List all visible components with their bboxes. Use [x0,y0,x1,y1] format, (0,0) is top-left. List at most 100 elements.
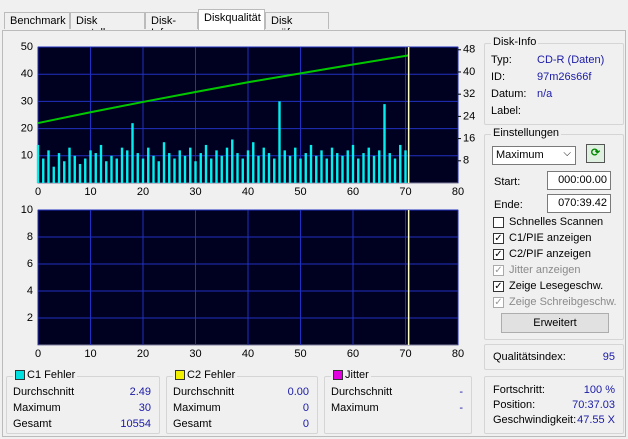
c1-bar [199,153,202,183]
stat-label: Maximum [331,402,379,414]
stat-label: Durchschnitt [13,386,75,398]
progress-value: 47.55 X [577,414,615,426]
y-tick-label: 2 [27,312,33,324]
c1-bar [189,147,192,183]
c1-bar [173,158,176,183]
c1-bar [204,144,208,183]
start-input[interactable]: 000:00.00 [547,171,611,190]
c1-bar [147,147,150,183]
x-tick-label: 70 [399,186,411,198]
info-value: n/a [537,88,553,100]
group-title: Jitter [331,369,371,381]
x-tick-label: 30 [189,186,201,198]
c1-bar [367,147,370,183]
c1-bar [78,163,82,183]
y2-tick-label: 8 [463,155,469,167]
y-tick-label: 10 [21,150,33,162]
quality-box: Qualitätsindex: 95 [484,344,624,370]
checkbox[interactable]: ✓ [493,281,504,292]
tab[interactable]: Disk prüfen [265,12,329,39]
group-title-text: C1 Fehler [27,369,76,381]
stat-value: - [459,402,463,414]
c1-bar [68,147,71,183]
y-tick-label: 6 [27,258,33,270]
c1-bar [89,150,92,183]
c1-bar [325,158,328,183]
c1-bar [115,158,118,183]
progress-label: Position: [493,399,536,411]
tab[interactable]: Disk erstellen [70,12,145,39]
c1-bar [388,153,391,183]
group-title: C2 Fehler [173,369,238,381]
c1-bar [399,144,402,183]
checkbox[interactable]: ✓ [493,233,504,244]
checkbox-label: Zeige Lesegeschw. [509,280,604,292]
info-label: Typ: [491,54,512,66]
advanced-button[interactable]: Erweitert [501,313,609,333]
c1-bar [362,153,365,183]
x-tick-label: 0 [35,186,41,198]
c1-bar [304,153,307,183]
c1-bar [246,150,250,183]
x-tick-label: 70 [399,348,411,360]
x-tick-label: 10 [84,348,96,360]
c1-bar [110,155,113,183]
checkbox-label: Jitter anzeigen [509,264,581,276]
c1-bar [315,155,318,183]
checkbox[interactable] [493,217,504,228]
c1-bar [63,161,66,183]
y2-tick-label: 24 [463,110,475,122]
c1-bar [231,139,234,183]
tab[interactable]: Diskqualität [198,9,265,30]
stats-group: C2 Fehler Durchschnitt 0.00 Maximum 0 Gesamt 0 [166,369,318,434]
x-tick-label: 40 [242,348,254,360]
stat-label: Gesamt [173,418,212,430]
progress-value: 70:37.03 [572,399,615,411]
x-tick-label: 20 [137,348,149,360]
c1-bar [262,147,265,183]
c1-bar [47,150,50,183]
c1-bar [57,153,61,183]
tab[interactable]: Benchmark [4,12,70,29]
c1-bar [84,158,87,183]
c1-bar [267,153,271,183]
tab[interactable]: Disk-Info [145,12,198,39]
progress-label: Geschwindigkeit: [493,414,577,426]
y-tick-label: 50 [21,41,33,53]
c1-bar [194,161,197,183]
c1-bar [94,153,97,183]
c1-bar [225,147,229,183]
x-tick-label: 40 [242,186,254,198]
dropdown-arrow: ⌵ [563,148,571,159]
legend-swatch [175,370,185,380]
legend-swatch [15,370,25,380]
x-tick-label: 30 [189,348,201,360]
info-label: ID: [491,71,506,83]
stat-value: 30 [138,402,151,414]
c1-bar [341,155,344,183]
c1-bar [241,158,244,183]
checkbox[interactable]: ✓ [493,249,504,260]
c1-bar [357,158,360,183]
c1-bar [294,147,297,183]
info-value: 97m26s66f [537,71,592,83]
checkbox-label: C2/PIF anzeigen [509,248,591,260]
x-tick-label: 60 [347,348,359,360]
x-tick-label: 50 [294,348,306,360]
legend-swatch [333,370,343,380]
c1-bar [141,158,145,183]
c1-bar [210,158,213,183]
refresh-button[interactable]: ⟳ [586,144,605,163]
info-value: CD-R (Daten) [537,54,605,66]
progress-label: Fortschritt: [493,384,545,396]
c1-bar [404,150,407,183]
disk-info-group: Disk-Info Typ: CD-R (Daten) ID: 97m26s66f Dat… [484,36,624,125]
end-input[interactable]: 070:39.42 [547,194,611,213]
speed-dropdown[interactable]: Maximum ⌵ [492,146,576,165]
c1-bar [351,144,355,183]
c1-bar [120,147,124,183]
c1-bar [42,158,45,183]
x-tick-label: 50 [294,186,306,198]
c1-bar [220,155,223,183]
